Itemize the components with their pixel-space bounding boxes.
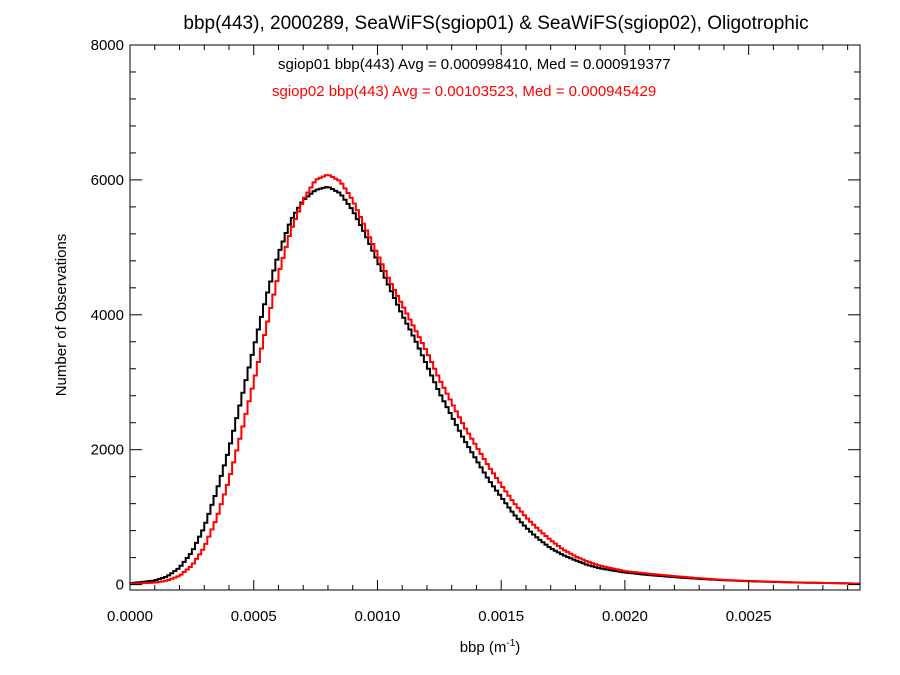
x-axis: 0.0000 0.0005 0.0010 0.0015 0.0020 0.0025 (107, 45, 849, 625)
x-tick-label: 0.0010 (355, 608, 401, 625)
x-axis-label-end: ) (515, 639, 520, 656)
plot-area (130, 174, 860, 585)
x-axis-label-main: bbp (m (460, 639, 507, 656)
x-tick-label: 0.0005 (231, 608, 277, 625)
chart-title: bbp(443), 2000289, SeaWiFS(sgiop01) & Se… (183, 13, 808, 34)
legend-series-sgiop01: sgiop01 bbp(443) Avg = 0.000998410, Med … (278, 56, 671, 73)
x-tick-label: 0.0020 (602, 608, 648, 625)
series-sgiop02-line (130, 174, 860, 585)
y-tick-label: 8000 (91, 37, 124, 54)
y-axis: 0 2000 4000 6000 8000 (91, 37, 860, 594)
plot-frame (129, 44, 861, 591)
series-sgiop01-line (130, 186, 860, 585)
x-tick-label: 0.0000 (107, 608, 153, 625)
y-tick-label: 4000 (91, 307, 124, 324)
y-tick-label: 2000 (91, 442, 124, 459)
x-tick-label: 0.0025 (726, 608, 772, 625)
x-tick-label: 0.0015 (478, 608, 524, 625)
x-axis-label: bbp (m-1) (460, 638, 521, 656)
y-tick-label: 6000 (91, 172, 124, 189)
x-axis-label-superscript: -1 (506, 638, 515, 649)
y-axis-label: Number of Observations (53, 234, 70, 397)
legend-series-sgiop02: sgiop02 bbp(443) Avg = 0.00103523, Med =… (272, 83, 656, 100)
y-tick-label: 0 (116, 577, 124, 594)
